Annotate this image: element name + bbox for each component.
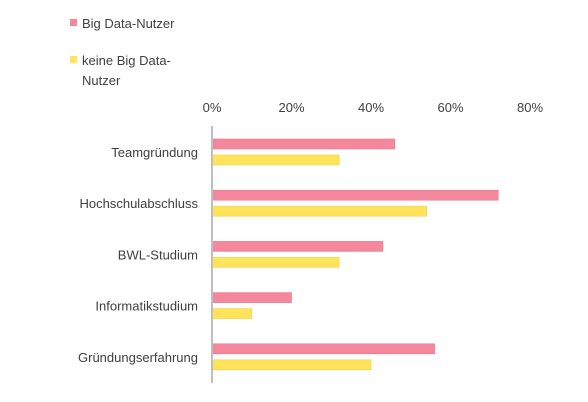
- legend-swatch-1: [70, 19, 77, 26]
- x-tick-label-0: 0%: [203, 100, 222, 115]
- x-tick-label-60: 60%: [437, 100, 463, 115]
- x-tick-label-20: 20%: [278, 100, 304, 115]
- legend-label-2-line-2: Nutzer: [82, 73, 121, 88]
- category-label-2: Hochschulabschluss: [79, 196, 198, 211]
- legend-swatch-2: [70, 56, 77, 63]
- bar-keine-big-data-nutzer-2: [211, 205, 427, 217]
- legend: Big Data-Nutzer keine Big Data- Nutzer: [70, 16, 175, 88]
- x-axis-tick-labels: 0% 20% 40% 60% 80%: [203, 100, 544, 115]
- bar-big-data-nutzer-5: [211, 343, 435, 355]
- bar-keine-big-data-nutzer-5: [211, 359, 372, 371]
- category-labels: Teamgründung Hochschulabschluss BWL-Studiu…: [78, 145, 198, 365]
- bar-keine-big-data-nutzer-3: [211, 257, 340, 268]
- category-label-5: Gründungserfahrung: [78, 350, 198, 365]
- bar-keine-big-data-nutzer-4: [211, 308, 253, 319]
- legend-label-2-line-1: keine Big Data-: [82, 53, 171, 68]
- bars: [211, 138, 499, 371]
- category-label-4: Informatikstudium: [95, 299, 198, 314]
- legend-label-1-line-1: Big Data-Nutzer: [82, 16, 175, 31]
- bar-big-data-nutzer-1: [211, 138, 396, 150]
- category-label-3: BWL-Studium: [118, 247, 198, 262]
- bar-big-data-nutzer-3: [211, 241, 384, 252]
- bar-keine-big-data-nutzer-1: [211, 154, 340, 166]
- category-label-1: Teamgründung: [111, 145, 198, 160]
- x-tick-label-40: 40%: [358, 100, 384, 115]
- x-tick-label-80: 80%: [517, 100, 543, 115]
- bar-big-data-nutzer-4: [211, 292, 292, 303]
- bar-big-data-nutzer-2: [211, 189, 499, 201]
